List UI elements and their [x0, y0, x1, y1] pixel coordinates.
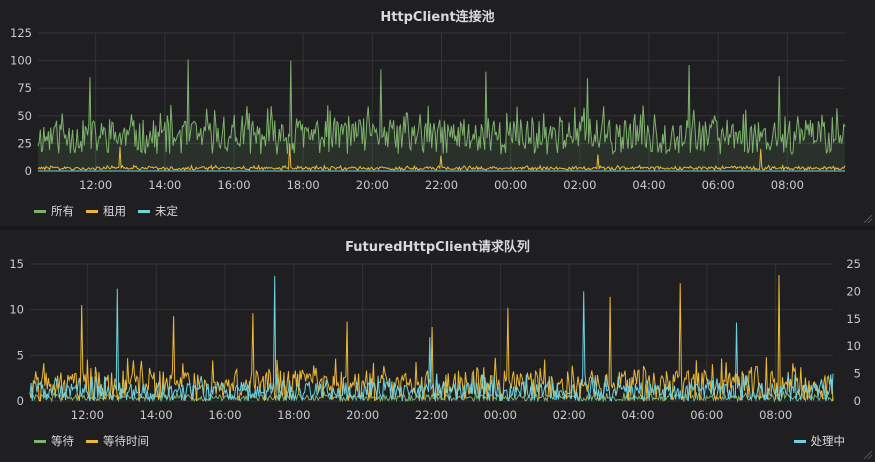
legend-item-processing[interactable]: 处理中	[793, 433, 846, 449]
series-line	[29, 275, 834, 403]
x-tick-label: 16:00	[208, 408, 241, 422]
resize-handle-icon[interactable]	[864, 451, 872, 459]
y-tick-label: 25	[17, 136, 32, 150]
y-tick-label: 100	[10, 54, 32, 68]
panel-title[interactable]: FuturedHttpClient请求队列	[345, 240, 530, 255]
resize-handle-icon[interactable]	[864, 215, 872, 223]
series-line	[29, 274, 834, 403]
legend-item-wait-time[interactable]: 等待时间	[86, 433, 149, 449]
x-tick-label: 02:00	[563, 178, 596, 192]
x-tick-label: 08:00	[771, 178, 804, 192]
y-tick-label: 15	[9, 257, 24, 271]
x-tick-label: 08:00	[759, 408, 792, 422]
legend-label: 处理中	[810, 434, 846, 448]
y-tick-label: 75	[17, 81, 32, 95]
x-tick-label: 18:00	[277, 408, 310, 422]
x-tick-label: 00:00	[484, 408, 517, 422]
legend-swatch-green	[34, 439, 46, 443]
y-right-tick-label: 0	[854, 394, 861, 408]
legend-item-leased[interactable]: 租用	[86, 203, 126, 219]
series-line	[37, 59, 846, 156]
y-tick-label: 5	[17, 348, 24, 362]
x-tick-label: 12:00	[71, 408, 104, 422]
legend-label: 所有	[51, 204, 74, 218]
panel-title[interactable]: HttpClient连接池	[380, 10, 495, 25]
x-tick-label: 16:00	[217, 178, 250, 192]
legend-swatch-yellow	[86, 209, 98, 213]
legend-label: 租用	[103, 204, 126, 218]
chart-legend: 所有 租用 未定	[34, 203, 178, 219]
series-line	[37, 143, 846, 172]
y-tick-label: 50	[17, 109, 32, 123]
x-tick-label: 04:00	[632, 178, 665, 192]
x-tick-label: 18:00	[287, 178, 320, 192]
y-right-tick-label: 10	[846, 339, 861, 353]
series-area	[38, 59, 845, 171]
y-tick-label: 0	[25, 164, 32, 178]
x-tick-label: 06:00	[690, 408, 723, 422]
legend-label: 等待	[51, 434, 74, 448]
legend-swatch-green	[34, 209, 46, 213]
legend-item-all[interactable]: 所有	[34, 203, 74, 219]
x-tick-label: 22:00	[415, 408, 448, 422]
y-right-tick-label: 20	[846, 284, 861, 298]
x-tick-label: 20:00	[356, 178, 389, 192]
connection-pool-panel: HttpClient连接池 0 25 50 75 100 125 12:00 14:00 16:…	[0, 0, 875, 226]
request-queue-chart[interactable]: 0 5 10 15 0 5 10 15 20 25 12:00 14:00 16:00 18:00 20:0…	[0, 230, 875, 462]
request-queue-panel: FuturedHttpClient请求队列 0 5 10 15 0 5 10 15 20 25 12…	[0, 230, 875, 462]
legend-swatch-blue	[138, 209, 150, 213]
x-tick-label: 22:00	[425, 178, 458, 192]
x-tick-label: 06:00	[702, 178, 735, 192]
y-right-tick-label: 5	[854, 367, 861, 381]
y-tick-label: 10	[9, 303, 24, 317]
y-tick-label: 0	[17, 394, 24, 408]
x-tick-label: 04:00	[621, 408, 654, 422]
x-tick-label: 12:00	[79, 178, 112, 192]
legend-swatch-blue	[793, 439, 806, 443]
y-right-tick-label: 15	[846, 312, 861, 326]
y-tick-label: 125	[10, 26, 32, 40]
legend-swatch-yellow	[86, 439, 98, 443]
chart-legend-right: 处理中	[793, 433, 846, 449]
legend-item-waiting[interactable]: 等待	[34, 433, 74, 449]
x-tick-label: 02:00	[553, 408, 586, 422]
x-tick-label: 14:00	[148, 178, 181, 192]
connection-pool-chart[interactable]: 0 25 50 75 100 125 12:00 14:00 16:00 18:00 20:00 22…	[0, 0, 875, 226]
legend-label: 未定	[155, 204, 178, 218]
chart-legend-left: 等待 等待时间	[34, 433, 149, 449]
legend-label: 等待时间	[103, 434, 149, 448]
legend-item-pending[interactable]: 未定	[138, 203, 178, 219]
x-tick-label: 00:00	[494, 178, 527, 192]
y-right-tick-label: 25	[846, 257, 861, 271]
x-tick-label: 20:00	[346, 408, 379, 422]
x-tick-label: 14:00	[140, 408, 173, 422]
